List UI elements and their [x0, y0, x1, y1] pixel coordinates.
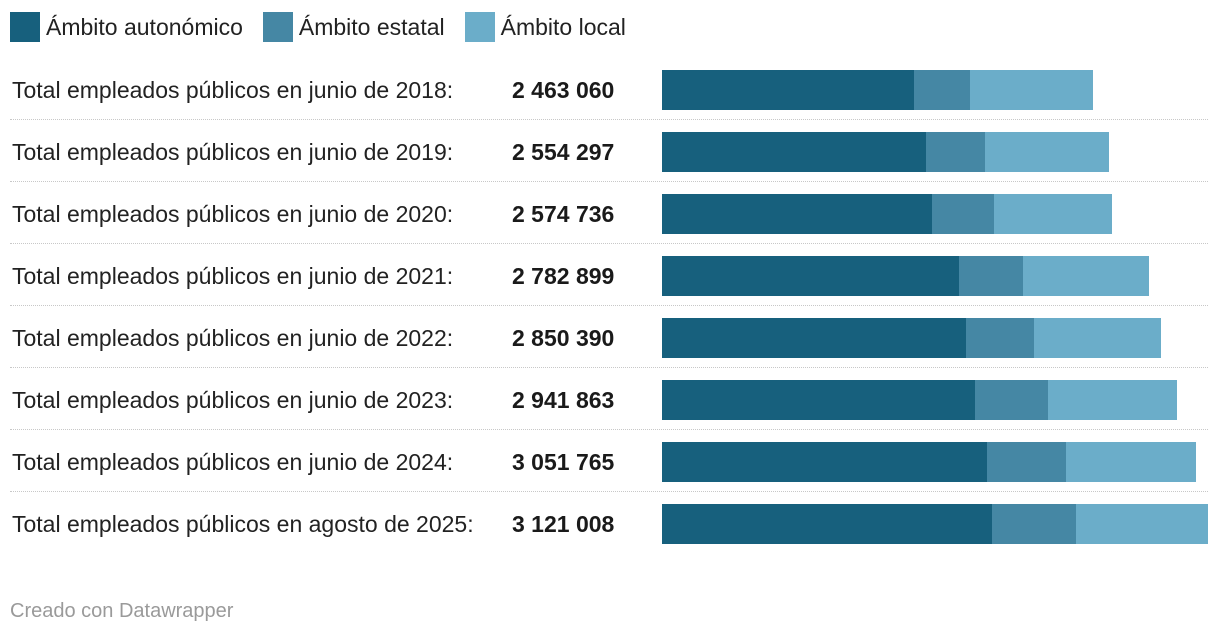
bar-segment — [662, 256, 959, 296]
category-label: Total empleados públicos en agosto de 20… — [12, 511, 474, 537]
total-value-label: 2 554 297 — [512, 139, 615, 165]
chart-row: Total empleados públicos en junio de 201… — [0, 120, 1210, 182]
stacked-bar — [662, 194, 1113, 234]
chart-row: Total empleados públicos en junio de 202… — [0, 368, 1210, 430]
total-value-label: 3 051 765 — [512, 449, 615, 475]
total-value-label: 2 463 060 — [512, 77, 615, 103]
row-separator — [10, 119, 1208, 120]
category-label: Total empleados públicos en junio de 202… — [12, 201, 454, 227]
row-separator — [10, 181, 1208, 182]
stacked-bar — [662, 70, 1093, 110]
chart-row: Total empleados públicos en junio de 202… — [0, 244, 1210, 306]
legend-swatch — [262, 12, 293, 42]
legend-item: Ámbito estatal — [262, 12, 445, 42]
legend-swatch — [464, 12, 495, 42]
chart-row: Total empleados públicos en junio de 201… — [0, 58, 1210, 120]
category-label: Total empleados públicos en junio de 202… — [12, 263, 454, 289]
bar-segment — [984, 132, 1109, 172]
category-label: Total empleados públicos en junio de 202… — [12, 387, 454, 413]
bar-segment — [1066, 442, 1196, 482]
row-separator — [10, 305, 1208, 306]
stacked-bar — [662, 504, 1208, 544]
bar-segment — [1075, 504, 1208, 544]
stacked-bar — [662, 442, 1196, 482]
legend: Ámbito autonómico Ámbito estatal Ámbito lo… — [10, 10, 646, 44]
chart-row: Total empleados públicos en junio de 202… — [0, 306, 1210, 368]
bar-segment — [969, 70, 1093, 110]
legend-swatch — [10, 12, 40, 42]
stacked-bar — [662, 318, 1161, 358]
bar-segment — [913, 70, 970, 110]
bar-segment — [662, 442, 988, 482]
row-separator — [10, 491, 1208, 492]
bar-segment — [662, 194, 933, 234]
bar-segment — [965, 318, 1034, 358]
total-value-label: 3 121 008 — [512, 511, 615, 537]
row-separator — [10, 429, 1208, 430]
legend-item: Ámbito autonómico — [10, 12, 243, 42]
stacked-bar — [662, 256, 1149, 296]
stacked-bar — [662, 380, 1177, 420]
bar-segment — [975, 380, 1048, 420]
bar-segment — [662, 318, 966, 358]
total-value-label: 2 941 863 — [512, 387, 615, 413]
total-value-label: 2 850 390 — [512, 325, 615, 351]
bar-segment — [926, 132, 985, 172]
stacked-bar — [662, 132, 1109, 172]
bar-segment — [1023, 256, 1149, 296]
legend-label: Ámbito local — [500, 13, 626, 40]
chart-row: Total empleados públicos en agosto de 20… — [0, 492, 1210, 554]
chart-row: Total empleados públicos en junio de 202… — [0, 430, 1210, 492]
bar-segment — [987, 442, 1067, 482]
bar-segment — [662, 380, 976, 420]
category-label: Total empleados públicos en junio de 201… — [12, 77, 454, 103]
bar-segment — [662, 132, 927, 172]
category-label: Total empleados públicos en junio de 201… — [12, 139, 454, 165]
total-value-label: 2 782 899 — [512, 263, 615, 289]
row-separator — [10, 367, 1208, 368]
credit-text: Creado con Datawrapper — [10, 600, 234, 622]
bar-segment — [932, 194, 995, 234]
chart-row: Total empleados públicos en junio de 202… — [0, 182, 1210, 244]
bar-segment — [991, 504, 1076, 544]
category-label: Total empleados públicos en junio de 202… — [12, 325, 454, 351]
category-label: Total empleados públicos en junio de 202… — [12, 449, 454, 475]
legend-item: Ámbito local — [464, 12, 626, 42]
bar-segment — [662, 70, 914, 110]
bar-segment — [994, 194, 1113, 234]
bar-segment — [1047, 380, 1177, 420]
bar-segment — [958, 256, 1024, 296]
legend-label: Ámbito autonómico — [46, 13, 243, 40]
bar-segment — [662, 504, 992, 544]
row-separator — [10, 243, 1208, 244]
total-value-label: 2 574 736 — [512, 201, 615, 227]
legend-label: Ámbito estatal — [298, 13, 445, 40]
bar-segment — [1033, 318, 1161, 358]
